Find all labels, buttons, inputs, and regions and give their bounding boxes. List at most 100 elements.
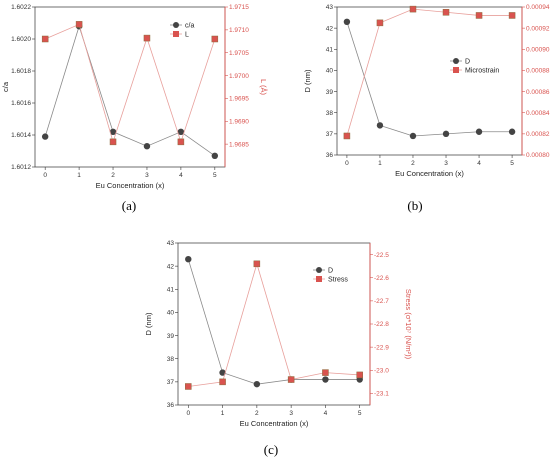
data-point-c/a bbox=[211, 152, 219, 159]
x-tick-label: 4 bbox=[477, 160, 481, 167]
data-point-Microstrain bbox=[376, 19, 384, 27]
x-tick-label: 4 bbox=[324, 410, 328, 417]
data-point-Stress bbox=[219, 378, 226, 386]
legend-label: Stress bbox=[328, 277, 348, 284]
y-axis-label: c/a bbox=[1, 81, 10, 92]
x-tick-label: 3 bbox=[444, 160, 448, 167]
y-tick-label: 1.6022 bbox=[11, 4, 31, 11]
chart-1: 0 1 2 3 4 5 36 37 38 39 40 41 42 43 0.00080 0.00082 0.00… bbox=[303, 4, 550, 213]
y-right-tick-label: -22.8 bbox=[374, 321, 389, 328]
y-axis-label: D (nm) bbox=[144, 312, 153, 335]
x-axis-label: Eu Concentration (x) bbox=[96, 181, 165, 190]
y-tick-label: 37 bbox=[326, 131, 334, 138]
y-tick-label: 43 bbox=[167, 240, 175, 247]
x-axis-label: Eu Concentration (x) bbox=[240, 419, 309, 428]
y-right-tick-label: 0.00090 bbox=[526, 46, 550, 53]
x-tick-label: 5 bbox=[213, 172, 217, 179]
y-right-tick-label: 0.00084 bbox=[526, 110, 550, 117]
y-right-tick-label: 1.9695 bbox=[229, 96, 249, 103]
data-point-Microstrain bbox=[442, 9, 450, 16]
data-point-Stress bbox=[253, 260, 261, 268]
data-point-D bbox=[409, 132, 417, 140]
legend-label: Microstrain bbox=[465, 68, 499, 75]
y-tick-label: 36 bbox=[326, 152, 334, 159]
y-tick-label: 42 bbox=[167, 263, 175, 270]
series-line-c/a bbox=[44, 24, 216, 157]
data-point-L bbox=[177, 138, 185, 146]
data-point-D bbox=[376, 122, 384, 129]
x-tick-label: 3 bbox=[145, 172, 149, 179]
x-tick-label: 5 bbox=[358, 410, 362, 417]
data-point-Stress bbox=[287, 376, 295, 383]
data-point-Stress bbox=[185, 383, 192, 390]
y-right-axis-label: Stress (σ*10⁷ (N/m²)) bbox=[404, 289, 413, 360]
y-right-tick-label: 0.00088 bbox=[526, 68, 550, 75]
plot-frame bbox=[336, 6, 523, 156]
y-tick-label: 38 bbox=[167, 356, 175, 363]
y-tick-label: 1.6018 bbox=[11, 68, 31, 75]
y-tick-label: 36 bbox=[167, 402, 175, 409]
y-tick-label: 42 bbox=[326, 25, 334, 32]
series-line-D bbox=[346, 21, 513, 137]
x-tick-label: 0 bbox=[186, 410, 190, 417]
data-point-D bbox=[185, 256, 192, 263]
x-tick-label: 1 bbox=[77, 172, 81, 179]
data-point-D bbox=[343, 18, 351, 25]
panel-caption: (c) bbox=[264, 442, 278, 457]
y-tick-label: 40 bbox=[326, 68, 334, 75]
series-line-Stress bbox=[188, 262, 360, 387]
x-tick-label: 1 bbox=[378, 160, 382, 167]
y-tick-label: 41 bbox=[167, 286, 175, 293]
data-point-Microstrain bbox=[409, 5, 417, 13]
y-tick-label: 41 bbox=[326, 46, 334, 53]
y-right-tick-label: -22.5 bbox=[374, 252, 389, 259]
y-right-tick-label: 1.9690 bbox=[229, 118, 249, 125]
plot-frame bbox=[177, 242, 371, 406]
y-right-tick-label: 0.00086 bbox=[526, 89, 550, 96]
legend-marker bbox=[173, 31, 179, 37]
data-point-c/a bbox=[143, 143, 151, 150]
x-tick-label: 0 bbox=[345, 160, 349, 167]
y-tick-label: 1.6012 bbox=[11, 164, 31, 171]
panel-caption: (b) bbox=[407, 198, 422, 213]
y-right-tick-label: 1.9705 bbox=[229, 50, 249, 57]
x-axis-label: Eu Concentration (x) bbox=[395, 169, 464, 178]
series-line-L bbox=[45, 23, 216, 144]
x-tick-label: 0 bbox=[43, 172, 47, 179]
y-right-tick-label: 0.00092 bbox=[526, 25, 550, 32]
data-point-L bbox=[109, 138, 117, 146]
y-tick-label: 40 bbox=[167, 310, 175, 317]
series-line-Microstrain bbox=[346, 8, 513, 137]
y-right-tick-label: -22.6 bbox=[374, 275, 389, 282]
y-tick-label: 39 bbox=[326, 89, 334, 96]
legend-marker bbox=[453, 67, 459, 73]
y-right-tick-label: 1.9715 bbox=[229, 4, 249, 11]
data-point-D bbox=[322, 376, 329, 383]
legend-marker bbox=[453, 58, 459, 64]
y-right-tick-label: -23.0 bbox=[374, 367, 389, 374]
data-point-c/a bbox=[109, 128, 117, 135]
x-tick-label: 2 bbox=[255, 410, 259, 417]
data-point-D bbox=[508, 128, 516, 135]
x-tick-label: 5 bbox=[510, 160, 514, 167]
y-right-tick-label: 1.9710 bbox=[229, 27, 249, 34]
chart-0: 0 1 2 3 4 5 1.6012 1.6014 1.6016 1.6018 1.6020 1.60… bbox=[1, 4, 268, 213]
data-point-L bbox=[41, 35, 49, 43]
legend-label: c/a bbox=[185, 23, 194, 30]
y-tick-label: 1.6020 bbox=[11, 36, 31, 43]
y-right-tick-label: -22.9 bbox=[374, 344, 389, 351]
y-right-tick-label: -23.1 bbox=[374, 391, 389, 398]
y-right-tick-label: -22.7 bbox=[374, 298, 389, 305]
y-right-tick-label: 0.00080 bbox=[526, 152, 550, 159]
x-tick-label: 4 bbox=[179, 172, 183, 179]
y-tick-label: 37 bbox=[167, 379, 175, 386]
legend-label: D bbox=[328, 268, 333, 275]
y-axis-label: D (nm) bbox=[303, 69, 312, 92]
y-right-tick-label: 0.00082 bbox=[526, 131, 550, 138]
y-tick-label: 43 bbox=[326, 4, 334, 11]
data-point-c/a bbox=[177, 128, 185, 135]
y-tick-label: 38 bbox=[326, 110, 334, 117]
data-point-L bbox=[143, 34, 151, 42]
series-line-D bbox=[187, 259, 360, 385]
